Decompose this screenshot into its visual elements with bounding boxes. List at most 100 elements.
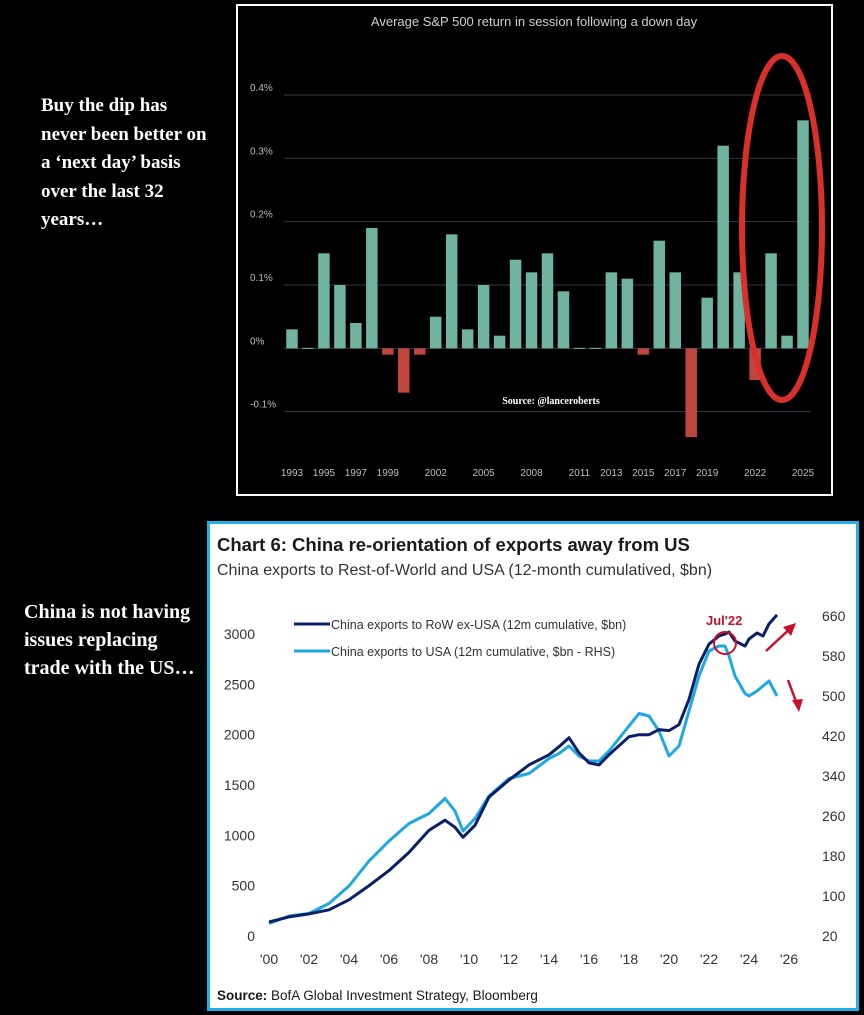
bar bbox=[701, 297, 713, 349]
china-exports-line-chart: Chart 6: China re-orientation of exports… bbox=[207, 521, 859, 1011]
line-chart-source: Source: BofA Global Investment Strategy,… bbox=[217, 988, 538, 1003]
x-axis-tick: '26 bbox=[780, 951, 798, 967]
bar-chart-y-tick: 0.4% bbox=[250, 83, 273, 94]
line-chart-subtitle: China exports to Rest-of-World and USA (… bbox=[217, 562, 712, 579]
bar-chart-x-tick: 2022 bbox=[744, 468, 767, 479]
bar bbox=[589, 347, 602, 349]
bar-chart-y-tick: 0.1% bbox=[250, 273, 273, 284]
bar bbox=[797, 120, 809, 349]
bar bbox=[509, 259, 522, 349]
right-axis-tick: 260 bbox=[822, 808, 846, 824]
bar-chart-y-tick: 0% bbox=[250, 336, 265, 347]
x-axis-tick: '06 bbox=[380, 951, 398, 967]
sp500-bar-chart-svg: Average S&P 500 return in session follow… bbox=[250, 14, 825, 479]
bar bbox=[366, 228, 378, 349]
bar-chart-x-tick: 1997 bbox=[345, 468, 368, 479]
left-axis-tick: 0 bbox=[247, 928, 255, 944]
bar bbox=[525, 272, 538, 349]
left-axis-tick: 2000 bbox=[224, 727, 255, 743]
left-axis-tick: 3000 bbox=[224, 626, 255, 642]
x-axis-tick: '14 bbox=[540, 951, 558, 967]
line-chart-title: Chart 6: China re-orientation of exports… bbox=[217, 534, 690, 555]
right-axis-tick: 500 bbox=[822, 688, 846, 704]
bar bbox=[605, 272, 618, 349]
bar bbox=[557, 291, 570, 349]
right-axis-tick: 340 bbox=[822, 768, 846, 784]
bar-chart-title: Average S&P 500 return in session follow… bbox=[371, 14, 698, 29]
bar bbox=[445, 234, 458, 349]
source-text: BofA Global Investment Strategy, Bloombe… bbox=[267, 988, 538, 1003]
x-axis-tick: '10 bbox=[460, 951, 478, 967]
bar bbox=[733, 272, 745, 349]
bar bbox=[765, 253, 777, 349]
right-axis-tick: 420 bbox=[822, 728, 846, 744]
x-axis-tick: '18 bbox=[620, 951, 638, 967]
china-exports-line-chart-svg: Chart 6: China re-orientation of exports… bbox=[217, 534, 846, 1003]
x-axis-tick: '12 bbox=[500, 951, 518, 967]
x-axis-tick: '04 bbox=[340, 951, 358, 967]
sp500-bar-chart: Average S&P 500 return in session follow… bbox=[236, 4, 833, 496]
right-axis-tick: 100 bbox=[822, 888, 846, 904]
x-axis-tick: '00 bbox=[260, 951, 278, 967]
bar-chart-y-tick: -0.1% bbox=[250, 400, 276, 411]
bar bbox=[334, 285, 346, 349]
x-axis-tick: '22 bbox=[700, 951, 718, 967]
bar bbox=[541, 253, 554, 349]
highlight-ellipse bbox=[739, 53, 825, 403]
row-exports-line bbox=[268, 613, 779, 924]
bar bbox=[781, 335, 793, 349]
left-axis-tick: 1000 bbox=[224, 827, 255, 843]
bar bbox=[717, 145, 729, 349]
x-axis-tick: '24 bbox=[740, 951, 758, 967]
legend-usa-label: China exports to USA (12m cumulative, $b… bbox=[331, 645, 615, 659]
bar bbox=[493, 335, 506, 349]
legend-row-label: China exports to RoW ex-USA (12m cumulat… bbox=[331, 618, 626, 632]
bar bbox=[413, 348, 426, 355]
bar bbox=[477, 285, 490, 349]
bar bbox=[637, 348, 650, 355]
left-axis-tick: 2500 bbox=[224, 676, 255, 692]
bar-chart-y-tick: 0.3% bbox=[250, 146, 273, 157]
bar-chart-x-tick: 2002 bbox=[425, 468, 448, 479]
bar bbox=[286, 329, 298, 349]
china-caption: China is not having issues replacing tra… bbox=[24, 601, 195, 679]
usa-exports-line bbox=[268, 644, 779, 925]
bar bbox=[621, 278, 634, 349]
bar bbox=[398, 348, 410, 393]
bar-chart-x-tick: 2019 bbox=[696, 468, 719, 479]
up-arrow-head-icon bbox=[783, 623, 796, 636]
dip-caption: Buy the dip has never been better on a ‘… bbox=[41, 95, 207, 230]
bar-chart-x-tick: 2013 bbox=[600, 468, 623, 479]
right-axis-tick: 580 bbox=[822, 648, 846, 664]
peak-annotation-label: Jul'22 bbox=[706, 613, 742, 628]
right-axis-tick: 180 bbox=[822, 848, 846, 864]
left-axis-tick: 1500 bbox=[224, 777, 255, 793]
bar-chart-x-tick: 1995 bbox=[313, 468, 336, 479]
bar bbox=[350, 323, 362, 349]
bar bbox=[318, 253, 330, 349]
bar bbox=[382, 348, 394, 355]
bar-chart-x-tick: 2015 bbox=[632, 468, 655, 479]
x-axis-tick: '08 bbox=[420, 951, 438, 967]
bar bbox=[429, 316, 442, 349]
bar bbox=[685, 348, 697, 437]
bar-chart-x-tick: 1993 bbox=[281, 468, 304, 479]
bar bbox=[653, 240, 666, 349]
bar bbox=[302, 347, 314, 349]
bar-chart-x-tick: 2008 bbox=[520, 468, 543, 479]
left-axis-tick: 500 bbox=[232, 878, 256, 894]
x-axis-tick: '20 bbox=[660, 951, 678, 967]
x-axis-tick: '02 bbox=[300, 951, 318, 967]
bar-chart-x-tick: 2005 bbox=[472, 468, 495, 479]
bar-chart-x-tick: 2025 bbox=[792, 468, 815, 479]
source-label: Source: bbox=[217, 988, 267, 1003]
bar-chart-source: Source: @lanceroberts bbox=[502, 396, 600, 407]
bar bbox=[573, 347, 586, 349]
bar-chart-x-tick: 1999 bbox=[377, 468, 400, 479]
bar-chart-y-tick: 0.2% bbox=[250, 210, 273, 221]
down-arrow-head-icon bbox=[792, 699, 803, 712]
x-axis-tick: '16 bbox=[580, 951, 598, 967]
bar bbox=[669, 272, 682, 349]
right-axis-tick: 20 bbox=[822, 928, 838, 944]
right-axis-tick: 660 bbox=[822, 608, 846, 624]
